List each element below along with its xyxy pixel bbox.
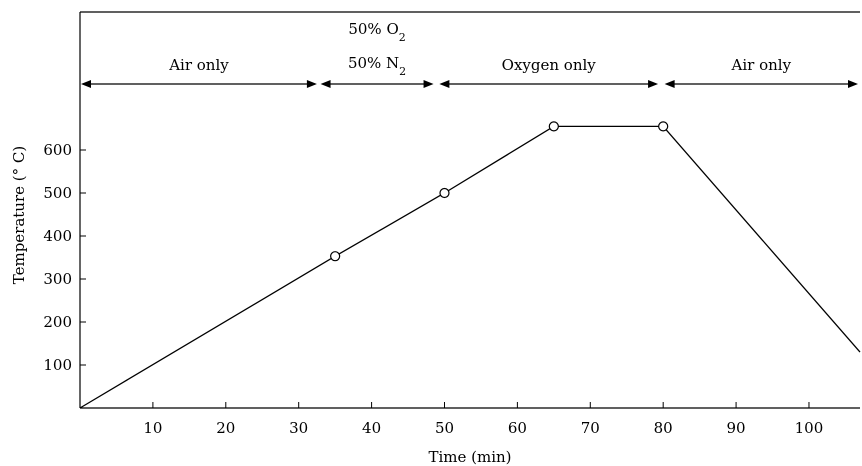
x-tick-label: 30 [289, 419, 308, 437]
phase-label: Oxygen only [502, 56, 597, 74]
y-tick-label: 600 [43, 141, 72, 159]
y-tick-label: 300 [43, 270, 72, 288]
phase-arrowhead-right [306, 80, 317, 88]
phase-label: Air only [731, 56, 792, 74]
y-tick-label: 400 [43, 227, 72, 245]
phase-label: 50% N2 [348, 54, 406, 78]
data-point-marker [330, 251, 341, 262]
x-axis-title: Time (min) [428, 448, 511, 466]
y-axis: 100 200 300 400 500 600 [43, 141, 86, 374]
x-tick-label: 80 [654, 419, 673, 437]
y-tick-label: 200 [43, 313, 72, 331]
data-point-marker [548, 121, 559, 132]
phase-label: 50% O2 [348, 20, 405, 44]
temperature-line [79, 125, 861, 409]
x-tick-label: 10 [143, 419, 162, 437]
x-tick-label: 100 [795, 419, 824, 437]
phase-arrowhead-right [648, 80, 659, 88]
data-point-marker [439, 187, 450, 199]
phase-arrowhead-left [439, 80, 450, 88]
phase-arrowhead-right [423, 80, 434, 88]
x-tick-label: 50 [435, 419, 454, 437]
data-point-marker [658, 121, 669, 132]
phase-arrowhead-left [81, 80, 91, 88]
y-tick-label: 100 [43, 356, 72, 374]
chart-frame [79, 11, 860, 409]
x-axis: 10 20 30 40 50 60 70 80 90 100 [143, 402, 823, 437]
x-tick-label: 70 [581, 419, 600, 437]
y-tick-label: 500 [43, 184, 72, 202]
gas-phase-annotations: Air only 50% O2 50% N2 Oxygen only Air only [81, 20, 858, 88]
phase-arrowhead-left [664, 80, 675, 88]
x-tick-label: 90 [727, 419, 746, 437]
phase-arrowhead-right [848, 80, 858, 88]
phase-arrowhead-left [320, 80, 331, 88]
x-tick-label: 60 [508, 419, 527, 437]
y-axis-title: Temperature (° C) [10, 146, 28, 285]
x-tick-label: 40 [362, 419, 381, 437]
x-tick-label: 20 [216, 419, 235, 437]
temperature-series [79, 121, 861, 409]
phase-label: Air only [168, 56, 229, 74]
